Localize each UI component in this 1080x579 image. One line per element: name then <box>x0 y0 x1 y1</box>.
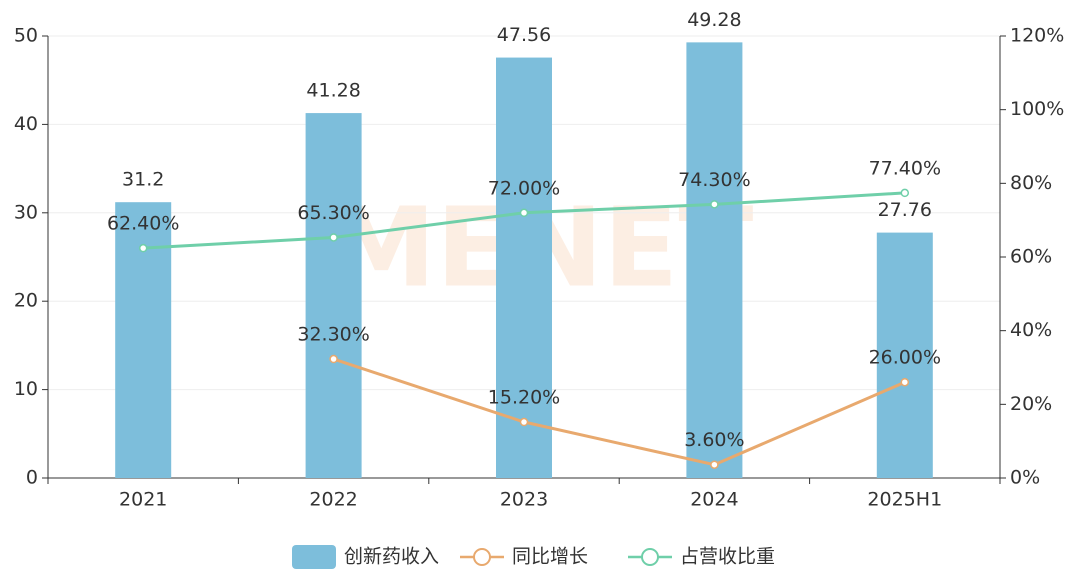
y2-tick-label: 60% <box>1010 246 1052 268</box>
bar-label: 49.28 <box>687 9 741 31</box>
point <box>329 233 338 242</box>
x-tick-label: 2023 <box>500 489 548 511</box>
y2-tick-label: 120% <box>1010 25 1064 47</box>
bar-label: 27.76 <box>878 199 932 221</box>
y-tick-label: 10 <box>14 378 38 400</box>
bar-label: 31.2 <box>122 169 164 191</box>
bar <box>496 57 552 478</box>
point <box>329 354 338 364</box>
y2-tick-label: 20% <box>1010 393 1052 415</box>
point <box>900 188 910 198</box>
x-tick-label: 2024 <box>690 489 738 511</box>
point-label: 26.00% <box>869 347 941 369</box>
bar <box>876 232 933 478</box>
y-tick-label: 30 <box>14 201 38 223</box>
legend-label: 创新药收入 <box>344 546 439 568</box>
point-label: 72.00% <box>488 177 560 199</box>
y2-tick-label: 100% <box>1010 98 1064 120</box>
point-label: 77.40% <box>869 157 941 179</box>
line <box>333 357 906 467</box>
bar <box>686 42 743 478</box>
y-tick-label: 50 <box>14 25 38 47</box>
y-tick-label: 0 <box>26 467 38 489</box>
y2-tick-label: 0% <box>1010 467 1040 489</box>
point-label: 15.20% <box>488 387 560 409</box>
bar <box>115 202 172 478</box>
legend-label: 占营收比重 <box>680 546 775 568</box>
point <box>138 243 148 253</box>
bar <box>305 113 362 478</box>
point-label: 32.30% <box>297 324 369 346</box>
point-label: 65.30% <box>297 202 369 224</box>
legend-label: 同比增长 <box>512 546 588 568</box>
point-label: 62.40% <box>107 213 179 235</box>
point <box>519 417 529 427</box>
y2-tick-label: 80% <box>1010 172 1052 194</box>
point <box>710 460 719 469</box>
legend-swatch <box>473 548 491 566</box>
x-tick-label: 2022 <box>309 489 357 511</box>
y-tick-label: 20 <box>14 290 38 312</box>
point <box>710 200 719 209</box>
x-tick-label: 2021 <box>119 489 167 511</box>
point-label: 3.60% <box>684 429 744 451</box>
y-tick-label: 40 <box>14 113 38 135</box>
point-label: 74.30% <box>678 169 750 191</box>
point <box>519 208 529 218</box>
point <box>900 377 910 387</box>
legend-swatch <box>641 548 659 566</box>
bar-label: 41.28 <box>306 80 360 102</box>
bar-label: 47.56 <box>497 24 551 46</box>
legend-swatch <box>292 545 336 569</box>
y2-tick-label: 40% <box>1010 319 1052 341</box>
x-tick-label: 2025H1 <box>867 489 942 511</box>
